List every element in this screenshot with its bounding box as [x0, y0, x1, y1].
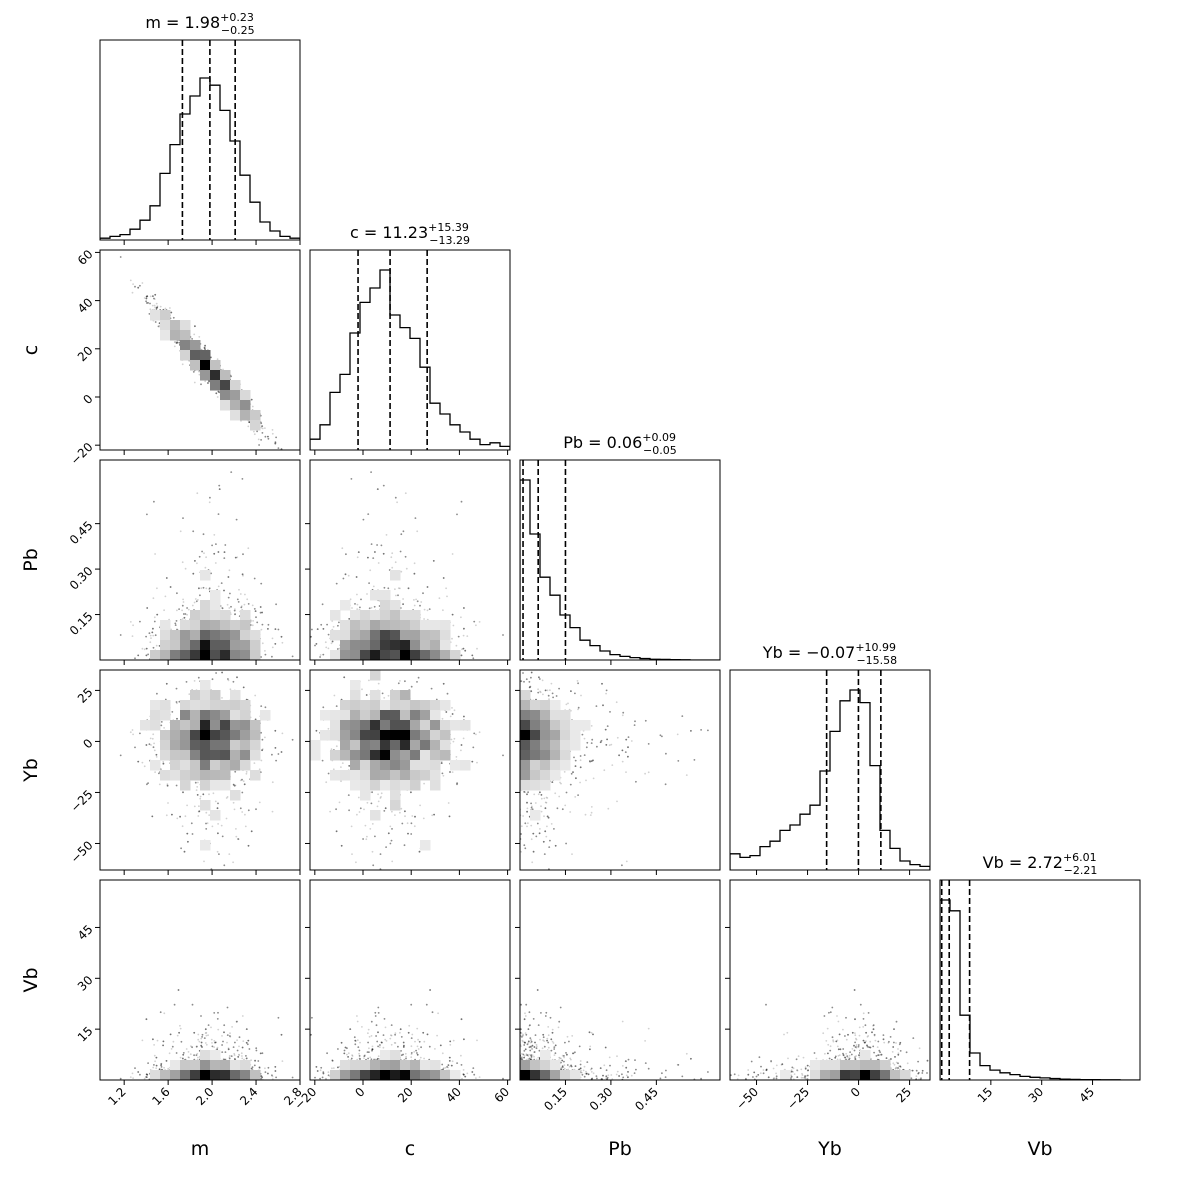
y-axis-label-c: c [20, 345, 42, 355]
panel-Yb-m: −50 −25 0 25 [68, 669, 301, 875]
panel-Yb-Yb: Yb = −0.07+10.99 −15.58 [729, 641, 931, 875]
panel-frame [99, 459, 301, 661]
x-tick-label-Yb-1: −25 [784, 1085, 812, 1113]
y-tick-label-Yb-1: −25 [68, 787, 96, 815]
labels-layer: m c Pb Yb Vb c Pb Yb Vb [20, 345, 1053, 1160]
panel-frame [309, 459, 511, 661]
y-tick-label-Pb-0: 0.15 [67, 609, 96, 638]
panel-Vb-Vb: Vb = 2.72+6.01 −2.21 15 30 45 [939, 851, 1141, 1106]
x-tick-label-Yb-0: −50 [733, 1085, 761, 1113]
histogram-m [100, 77, 300, 240]
x-axis-label-pb: Pb [608, 1138, 632, 1160]
panel-Pb-m: 0.15 0.30 0.45 [67, 459, 301, 665]
panel-frame [519, 879, 721, 1081]
x-tick-label-Vb-2: 45 [1076, 1085, 1097, 1106]
x-tick-label-m-0: 1.2 [105, 1085, 128, 1108]
title-Vb: Vb = 2.72+6.01 −2.21 [983, 851, 1098, 877]
panel-frame [99, 879, 301, 1081]
panel-frame [729, 879, 931, 1081]
y-tick-label-c-1: 0 [80, 392, 95, 407]
title-c: c = 11.23+15.39 −13.29 [350, 221, 470, 247]
x-axis-label-vb: Vb [1027, 1138, 1052, 1160]
y-tick-label-Yb-0: −50 [68, 838, 96, 866]
y-tick-label-c-4: 60 [75, 247, 96, 268]
x-axis-label-m: m [191, 1138, 210, 1160]
x-tick-label-Yb-3: 25 [893, 1085, 914, 1106]
y-tick-label-c-3: 40 [75, 295, 96, 316]
y-tick-label-Yb-3: 25 [75, 685, 96, 706]
panel-Vb-Pb: 0.15 0.30 0.45 [515, 879, 721, 1114]
y-tick-label-Pb-1: 0.30 [67, 564, 96, 593]
x-tick-label-Vb-1: 30 [1026, 1085, 1047, 1106]
panel-Pb-c [305, 459, 511, 665]
histogram-c [310, 269, 510, 450]
panel-frame [99, 39, 301, 241]
x-tick-label-m-1: 1.6 [149, 1085, 172, 1108]
x-tick-label-Yb-2: 0 [848, 1085, 863, 1100]
y-axis-label-yb: Yb [20, 758, 42, 783]
x-tick-label-Pb-0: 0.15 [541, 1085, 570, 1114]
title-Pb: Pb = 0.06+0.09 −0.05 [563, 431, 676, 457]
x-tick-label-c-2: 20 [395, 1085, 416, 1106]
panel-Vb-Yb: −50 −25 0 25 [725, 879, 931, 1113]
x-tick-label-Vb-0: 15 [975, 1085, 996, 1106]
panel-frame [939, 879, 1141, 1081]
panel-frame [99, 249, 301, 451]
x-tick-label-c-3: 40 [443, 1085, 464, 1106]
y-tick-label-Vb-2: 45 [75, 922, 96, 943]
x-tick-label-Pb-2: 0.45 [632, 1085, 661, 1114]
panel-frame [519, 669, 721, 871]
y-tick-label-Yb-2: 0 [80, 736, 95, 751]
y-tick-label-c-2: 20 [75, 343, 96, 364]
panel-frame [309, 249, 511, 451]
x-tick-label-c-1: 0 [352, 1085, 367, 1100]
x-tick-label-m-3: 2.4 [237, 1085, 260, 1108]
panel-Pb-Pb: Pb = 0.06+0.09 −0.05 [519, 431, 721, 665]
histogram-Yb [730, 689, 930, 870]
y-axis-label-pb: Pb [20, 548, 42, 572]
histogram-Pb [520, 479, 720, 660]
x-tick-label-m-2: 2.0 [193, 1085, 216, 1108]
y-tick-label-Vb-1: 30 [75, 973, 96, 994]
title-Yb: Yb = −0.07+10.99 −15.58 [762, 641, 897, 667]
y-tick-label-c-0: −20 [68, 440, 96, 468]
y-axis-label-vb: Vb [20, 967, 42, 992]
y-tick-label-Pb-2: 0.45 [67, 518, 96, 547]
y-tick-label-Vb-0: 15 [75, 1024, 96, 1045]
panel-frame [309, 879, 511, 1081]
panel-m-m: m = 1.98+0.23 −0.25 [99, 11, 301, 245]
x-axis-label-yb: Yb [817, 1138, 842, 1160]
title-m: m = 1.98+0.23 −0.25 [145, 11, 254, 37]
panel-frame [309, 669, 511, 871]
panel-Vb-c: −20 0 20 40 60 [292, 879, 512, 1113]
panel-c-m: −20 0 20 40 60 [68, 247, 301, 468]
panel-c-c: c = 11.23+15.39 −13.29 [309, 221, 511, 455]
panel-frame [729, 669, 931, 871]
panels-layer: m = 1.98+0.23 −0.25 −20 0 20 40 60 c = 11.23+15… [67, 11, 1141, 1114]
panel-frame [519, 459, 721, 661]
x-tick-label-c-4: 60 [491, 1085, 512, 1106]
panel-Yb-Pb [515, 669, 721, 875]
x-tick-label-Pb-1: 0.30 [587, 1085, 616, 1114]
panel-Yb-c [305, 669, 511, 875]
panel-frame [99, 669, 301, 871]
x-axis-label-c: c [405, 1138, 415, 1160]
